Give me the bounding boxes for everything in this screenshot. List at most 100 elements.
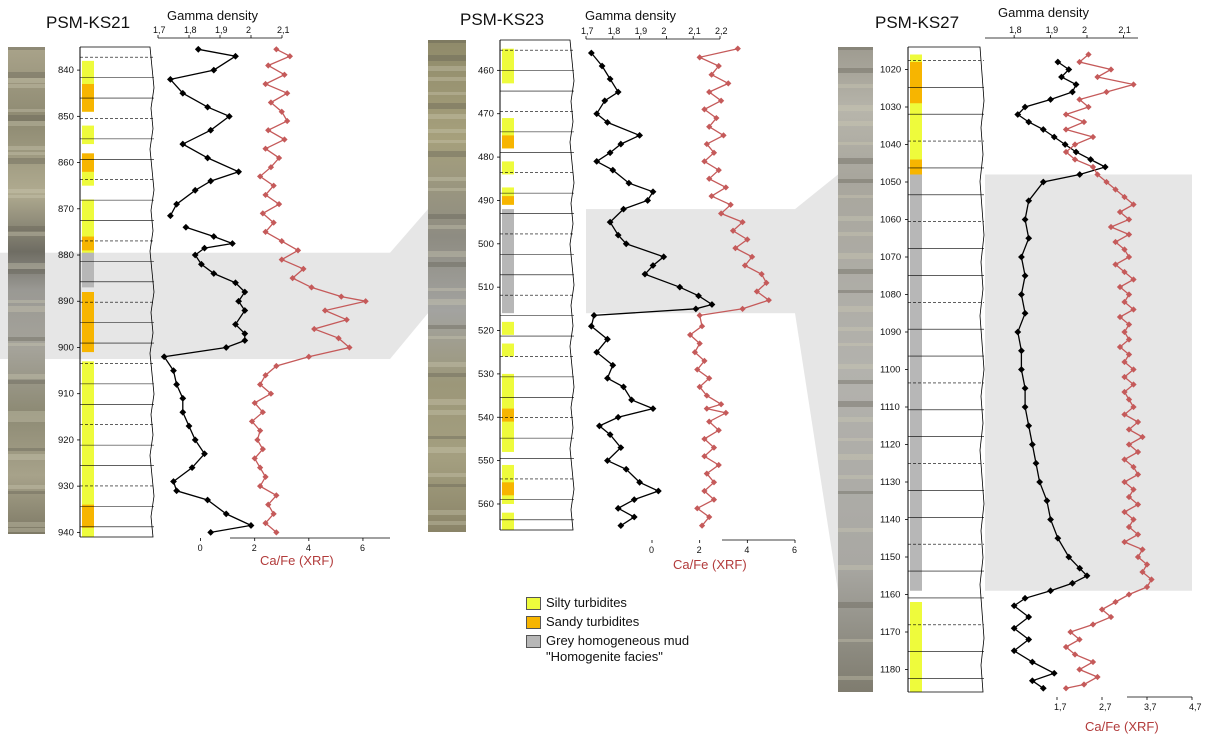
cafe-xrf-point [1130, 486, 1137, 493]
cafe-xrf-point [257, 427, 264, 434]
cafe-xrf-point [1130, 81, 1137, 88]
silty-turbidite-layer [502, 161, 514, 175]
core-photo-stripe [428, 362, 466, 367]
core-photo-stripe [428, 103, 466, 109]
gamma-density-point [179, 140, 187, 148]
gamma-density-point [1021, 384, 1029, 392]
depth-tick-label: 520 [478, 326, 494, 337]
cafe-xrf-point [718, 401, 725, 408]
core-photo-stripe [428, 473, 466, 477]
gamma-density-point [210, 270, 218, 277]
core-photo-stripe [838, 364, 873, 369]
core-photo-stripe [8, 226, 45, 231]
cafe-xrf-point [720, 132, 727, 139]
core-photo-stripe [838, 343, 873, 346]
core-photo-stripe [8, 411, 45, 417]
depth-tick-label: 460 [478, 65, 494, 76]
gamma-density-point [601, 97, 609, 105]
core-photo-stripe [428, 40, 466, 43]
gamma-density-point [1028, 658, 1036, 666]
core-photo-stripe [8, 263, 45, 269]
cafe-xrf-point [338, 293, 345, 300]
gamma-density-point [170, 367, 177, 374]
core-photo-stripe [838, 306, 873, 312]
gamma-density-point [194, 45, 202, 53]
cafe-xrf-point [278, 238, 285, 245]
legend-label-homogenite-line1: Grey homogeneous mud [546, 633, 690, 648]
depth-tick-label: 1150 [880, 552, 900, 563]
cafe-xrf-point [1125, 291, 1133, 298]
depth-tick-label: 1080 [880, 290, 901, 301]
silty-turbidite-layer [502, 321, 514, 335]
core-photo-stripe [8, 121, 45, 126]
depth-tick-label: 500 [478, 239, 494, 250]
core-panel-psm-ks27: 1020 1030 1040 1050 1060 1070 1080 1090 1100 1110… [838, 5, 1202, 734]
cafe-xrf-point [284, 117, 291, 125]
cafe-xrf-point [294, 247, 302, 254]
cafe-xrf-point [1125, 253, 1133, 261]
gamma-tick-label: 2,1 [688, 26, 701, 36]
gamma-density-point [587, 322, 595, 330]
gamma-tick-label: 1,9 [1046, 25, 1059, 35]
gamma-density-point [1021, 272, 1029, 280]
cafe-xrf-point [1062, 111, 1070, 118]
gamma-density-point [1058, 73, 1065, 81]
cafe-axis-title: Ca/Fe (XRF) [1085, 719, 1159, 734]
core-photo-stripe [8, 269, 45, 274]
gamma-density-point [225, 112, 233, 120]
depth-tick-label: 1050 [880, 177, 901, 188]
cafe-xrf-point [273, 362, 280, 370]
core-photo-stripe [8, 146, 45, 150]
cafe-xrf-point [257, 464, 264, 471]
gamma-tick-label: 1,8 [1009, 25, 1022, 35]
gamma-density-point [229, 240, 236, 247]
cafe-xrf-point [722, 409, 729, 417]
core-photo-stripe [428, 129, 466, 133]
depth-tick-label: 490 [478, 195, 494, 206]
cafe-xrf-point [1130, 463, 1137, 471]
core-photo-stripe [838, 142, 873, 145]
core-photo-stripe [8, 47, 45, 50]
cafe-xrf-point [701, 435, 708, 443]
cafe-xrf-point [1085, 51, 1092, 58]
depth-tick-label: 1090 [880, 327, 901, 338]
silty-turbidite-layer [502, 343, 514, 357]
cafe-xrf-point [1148, 576, 1155, 583]
cafe-xrf-point [311, 325, 318, 333]
gamma-tick-label: 1,8 [184, 25, 197, 35]
core-photo-stripe [8, 115, 45, 121]
grain-size-profile [80, 46, 155, 538]
core-panel-psm-ks23: 460470480490500510520530540550560PSM-KS2… [428, 8, 797, 572]
core-photo-stripe [838, 454, 873, 460]
legend-label-sandy: Sandy turbidites [546, 614, 640, 629]
cafe-tick-label: 2 [697, 545, 702, 555]
depth-tick-label: 1060 [880, 215, 901, 226]
homogenite-layer [910, 174, 922, 591]
gamma-density-point [604, 118, 611, 126]
cafe-xrf-point [1125, 351, 1133, 358]
gamma-density-point [676, 283, 684, 291]
cafe-xrf-point [703, 405, 710, 412]
cafe-xrf-point [1076, 636, 1083, 643]
gamma-density-point [630, 513, 638, 521]
cafe-xrf-point [259, 446, 266, 453]
gamma-density-point [1014, 328, 1022, 336]
cafe-tick-label: 4 [744, 545, 749, 555]
core-photo-stripe [8, 152, 45, 155]
cafe-xrf-point [701, 357, 708, 364]
gamma-tick-label: 2,2 [715, 26, 728, 36]
gamma-density-point [160, 353, 168, 361]
gamma-density-point [1014, 111, 1022, 118]
cafe-xrf-point [1125, 591, 1133, 598]
cafe-xrf-point [321, 307, 329, 314]
gamma-density-point [182, 223, 190, 231]
gamma-tick-label: 2 [1082, 25, 1087, 35]
core-photo-stripe [428, 225, 466, 229]
core-photo-stripe [428, 521, 466, 525]
gamma-axis-title: Gamma density [585, 8, 677, 23]
core-photo-stripe [838, 676, 873, 680]
cafe-tick-label: 6 [792, 545, 797, 555]
cafe-xrf-point [1130, 306, 1137, 313]
gamma-density-point [170, 478, 177, 485]
gamma-axis-title: Gamma density [998, 5, 1090, 20]
